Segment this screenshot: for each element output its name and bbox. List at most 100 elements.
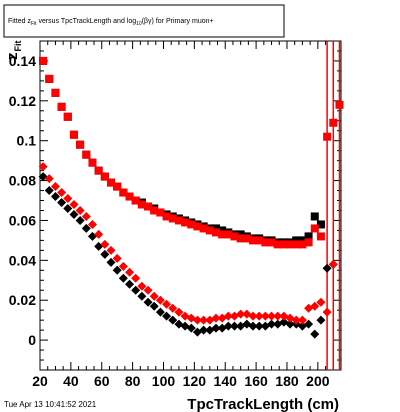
chart-title: Fitted zFit versus TpcTrackLength and lo… — [8, 18, 214, 27]
data-point — [267, 238, 276, 247]
data-point — [44, 186, 54, 196]
data-point — [316, 232, 325, 241]
data-point — [223, 321, 233, 331]
data-point — [57, 188, 67, 198]
data-point — [230, 232, 239, 241]
data-point — [45, 74, 54, 83]
data-point — [118, 273, 128, 283]
data-point — [248, 321, 258, 331]
data-point — [291, 315, 301, 325]
data-point — [199, 224, 208, 233]
data-point — [260, 311, 270, 321]
data-point — [38, 162, 48, 172]
data-point — [298, 240, 307, 249]
data-point — [199, 325, 209, 335]
data-point — [273, 311, 283, 321]
data-point — [106, 257, 116, 267]
data-point — [131, 196, 140, 205]
data-point — [261, 238, 270, 247]
x-tick-label: 200 — [306, 373, 330, 389]
data-point — [168, 303, 178, 313]
data-point — [267, 311, 277, 321]
data-point — [310, 301, 320, 311]
data-point — [155, 295, 165, 305]
data-point — [100, 239, 110, 249]
data-point — [174, 307, 184, 317]
data-point — [112, 253, 122, 263]
data-point — [211, 323, 221, 333]
data-point — [119, 188, 128, 197]
data-point — [113, 182, 122, 191]
data-point — [322, 263, 332, 273]
data-markers — [38, 56, 344, 339]
data-point — [316, 297, 326, 307]
tick-labels: 20 40 60 80 100 120 140 160 180 200 0 0.02 0.04 0.06 0… — [9, 53, 330, 389]
data-point — [162, 299, 172, 309]
data-point — [329, 118, 338, 127]
data-point — [286, 240, 295, 249]
data-point — [75, 205, 85, 215]
x-tick-label: 40 — [63, 373, 79, 389]
data-point — [69, 200, 79, 210]
data-point — [100, 249, 110, 259]
data-point — [87, 219, 97, 229]
data-point — [174, 216, 183, 225]
data-point — [162, 212, 171, 221]
data-point — [323, 132, 332, 141]
y-tick-label: 0.1 — [17, 133, 37, 149]
data-point — [131, 273, 141, 283]
data-point — [242, 234, 251, 243]
data-point — [192, 315, 202, 325]
data-point — [81, 223, 91, 233]
data-point — [39, 56, 48, 65]
data-point — [125, 279, 135, 289]
data-point — [249, 236, 258, 245]
data-point — [255, 236, 264, 245]
x-tick-label: 120 — [183, 373, 207, 389]
y-tick-label: 0.14 — [9, 53, 36, 69]
data-point — [82, 150, 91, 159]
data-point — [118, 261, 128, 271]
data-point — [236, 234, 245, 243]
data-point — [254, 321, 264, 331]
data-point — [100, 172, 109, 181]
data-point — [131, 285, 141, 295]
x-tick-label: 20 — [32, 373, 48, 389]
data-point — [229, 321, 239, 331]
data-point — [310, 224, 319, 233]
data-point — [224, 230, 233, 239]
data-point — [137, 281, 147, 291]
data-point — [81, 211, 91, 221]
data-point — [63, 112, 72, 121]
data-point — [186, 323, 196, 333]
date-stamp: Tue Apr 13 10:41:52 2021 — [4, 400, 97, 409]
data-point — [149, 301, 159, 311]
data-point — [297, 315, 307, 325]
y-tick-label: 0 — [28, 332, 36, 348]
data-point — [211, 313, 221, 323]
data-point — [106, 245, 116, 255]
data-point — [316, 315, 326, 325]
x-tick-label: 180 — [275, 373, 299, 389]
y-tick-label: 0.12 — [9, 93, 36, 109]
data-point — [316, 220, 325, 229]
data-point — [112, 265, 122, 275]
data-point — [205, 226, 214, 235]
data-point — [199, 315, 209, 325]
data-point — [150, 206, 159, 215]
data-point — [218, 230, 227, 239]
data-point — [168, 214, 177, 223]
data-point — [51, 88, 60, 97]
data-point — [335, 100, 344, 109]
data-point — [57, 102, 66, 111]
data-point — [267, 319, 277, 329]
data-point — [155, 307, 165, 317]
data-point — [304, 232, 313, 241]
x-tick-label: 60 — [94, 373, 110, 389]
data-point — [279, 240, 288, 249]
y-tick-label: 0.04 — [9, 252, 36, 268]
data-point — [248, 311, 258, 321]
data-point — [94, 166, 103, 175]
y-tick-label: 0.06 — [9, 212, 36, 228]
